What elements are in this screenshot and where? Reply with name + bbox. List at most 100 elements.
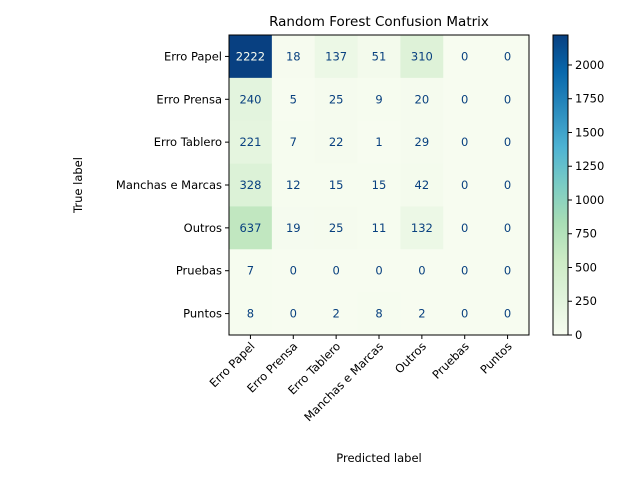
heatmap-cell <box>314 163 359 207</box>
heatmap-cell <box>443 77 487 122</box>
y-axis-ticks: Erro Papel Erro Prensa Erro Tablero Manchas… <box>116 49 229 321</box>
cell-value-label: 0 <box>461 49 468 63</box>
x-tick-label: Manchas e Marcas <box>301 339 386 424</box>
heatmap-cell <box>229 120 273 165</box>
heatmap-cell <box>400 206 444 250</box>
heatmap-cell <box>271 77 316 122</box>
heatmap-cell <box>271 249 316 293</box>
cell-value-label: 0 <box>504 135 511 149</box>
heatmap-cell <box>271 163 316 207</box>
colorbar-tick-label: 1250 <box>575 159 604 173</box>
cell-value-label: 19 <box>286 221 301 235</box>
heatmap-cell <box>357 206 401 250</box>
heatmap-cell <box>357 35 401 79</box>
cell-value-label: 2222 <box>236 49 265 63</box>
cell-value-label: 29 <box>415 135 430 149</box>
cell-value-label: 18 <box>286 49 301 63</box>
heatmap-cell <box>486 249 530 293</box>
chart-title: Random Forest Confusion Matrix <box>269 14 489 30</box>
cell-value-label: 7 <box>247 264 254 278</box>
heatmap-cell <box>400 249 444 293</box>
cell-value-label: 0 <box>504 49 511 63</box>
cell-value-label: 0 <box>290 307 297 321</box>
heatmap-cell <box>314 206 359 250</box>
heatmap-cell <box>486 163 530 207</box>
x-tick-label: Outros <box>392 339 429 376</box>
heatmap-cell <box>357 163 401 207</box>
heatmap-cell <box>357 77 401 122</box>
cell-value-label: 11 <box>372 221 387 235</box>
cell-value-label: 0 <box>461 135 468 149</box>
cell-value-label: 1 <box>375 135 382 149</box>
colorbar-tick-label: 1000 <box>575 193 604 207</box>
heatmap-cell <box>400 77 444 122</box>
cell-value-label: 132 <box>411 221 433 235</box>
cell-value-label: 137 <box>325 49 347 63</box>
heatmap-cell <box>314 120 359 165</box>
y-tick-label: Pruebas <box>176 264 222 278</box>
heatmap-cell <box>229 163 273 207</box>
y-tick-label: Erro Prensa <box>156 92 222 106</box>
heatmap-cell <box>443 35 487 79</box>
cell-value-label: 0 <box>461 264 468 278</box>
cell-value-label: 0 <box>461 178 468 192</box>
heatmap-cell <box>271 292 316 336</box>
cell-value-label: 0 <box>504 307 511 321</box>
heatmap-cell <box>400 35 444 79</box>
colorbar-tick-label: 0 <box>575 328 582 342</box>
cell-value-label: 0 <box>504 178 511 192</box>
cell-value-label: 7 <box>290 135 297 149</box>
heatmap-cell <box>229 35 273 79</box>
y-tick-label: Puntos <box>183 307 222 321</box>
heatmap-cell <box>314 77 359 122</box>
x-tick-label: Puntos <box>477 339 514 376</box>
heatmap-cell <box>314 249 359 293</box>
cell-value-label: 20 <box>415 92 430 106</box>
cell-value-label: 42 <box>415 178 430 192</box>
heatmap-cell <box>271 120 316 165</box>
heatmap-cell <box>229 77 273 122</box>
cell-value-label: 8 <box>247 307 254 321</box>
cell-value-label: 221 <box>239 135 261 149</box>
colorbar: 0 250 500 750 1000 1250 1500 1750 2000 <box>552 34 604 342</box>
cell-value-label: 310 <box>411 49 433 63</box>
heatmap-cell <box>486 35 530 79</box>
cell-value-label: 12 <box>286 178 301 192</box>
colorbar-gradient <box>552 34 569 336</box>
colorbar-tick-label: 750 <box>575 227 597 241</box>
y-tick-label: Outros <box>184 221 222 235</box>
y-tick-label: Erro Papel <box>164 49 222 63</box>
cell-value-label: 0 <box>332 264 339 278</box>
cell-value-label: 2 <box>332 307 339 321</box>
heatmap-cell <box>400 292 444 336</box>
cell-value-label: 328 <box>239 178 261 192</box>
heatmap-cell <box>357 292 401 336</box>
heatmap-cell <box>486 77 530 122</box>
cell-value-label: 0 <box>504 221 511 235</box>
heatmap-cell <box>400 120 444 165</box>
cell-value-label: 25 <box>329 92 344 106</box>
cell-value-label: 240 <box>239 92 261 106</box>
cell-value-label: 637 <box>239 221 261 235</box>
cell-value-label: 0 <box>418 264 425 278</box>
heatmap-cell <box>357 120 401 165</box>
heatmap-cell <box>443 206 487 250</box>
cell-value-label: 51 <box>372 49 387 63</box>
cell-value-label: 2 <box>418 307 425 321</box>
heatmap-cells <box>229 35 530 336</box>
colorbar-tick-label: 1500 <box>575 125 604 139</box>
cell-value-label: 0 <box>290 264 297 278</box>
cell-value-label: 0 <box>504 264 511 278</box>
heatmap-cell <box>400 163 444 207</box>
heatmap-cell <box>314 292 359 336</box>
heatmap-cell <box>271 206 316 250</box>
cell-value-label: 25 <box>329 221 344 235</box>
heatmap-cell <box>229 249 273 293</box>
heatmap-cell <box>486 120 530 165</box>
colorbar-ticks: 0 250 500 750 1000 1250 1500 1750 2000 <box>568 58 604 342</box>
colorbar-tick-label: 250 <box>575 294 597 308</box>
heatmap-cell <box>443 249 487 293</box>
